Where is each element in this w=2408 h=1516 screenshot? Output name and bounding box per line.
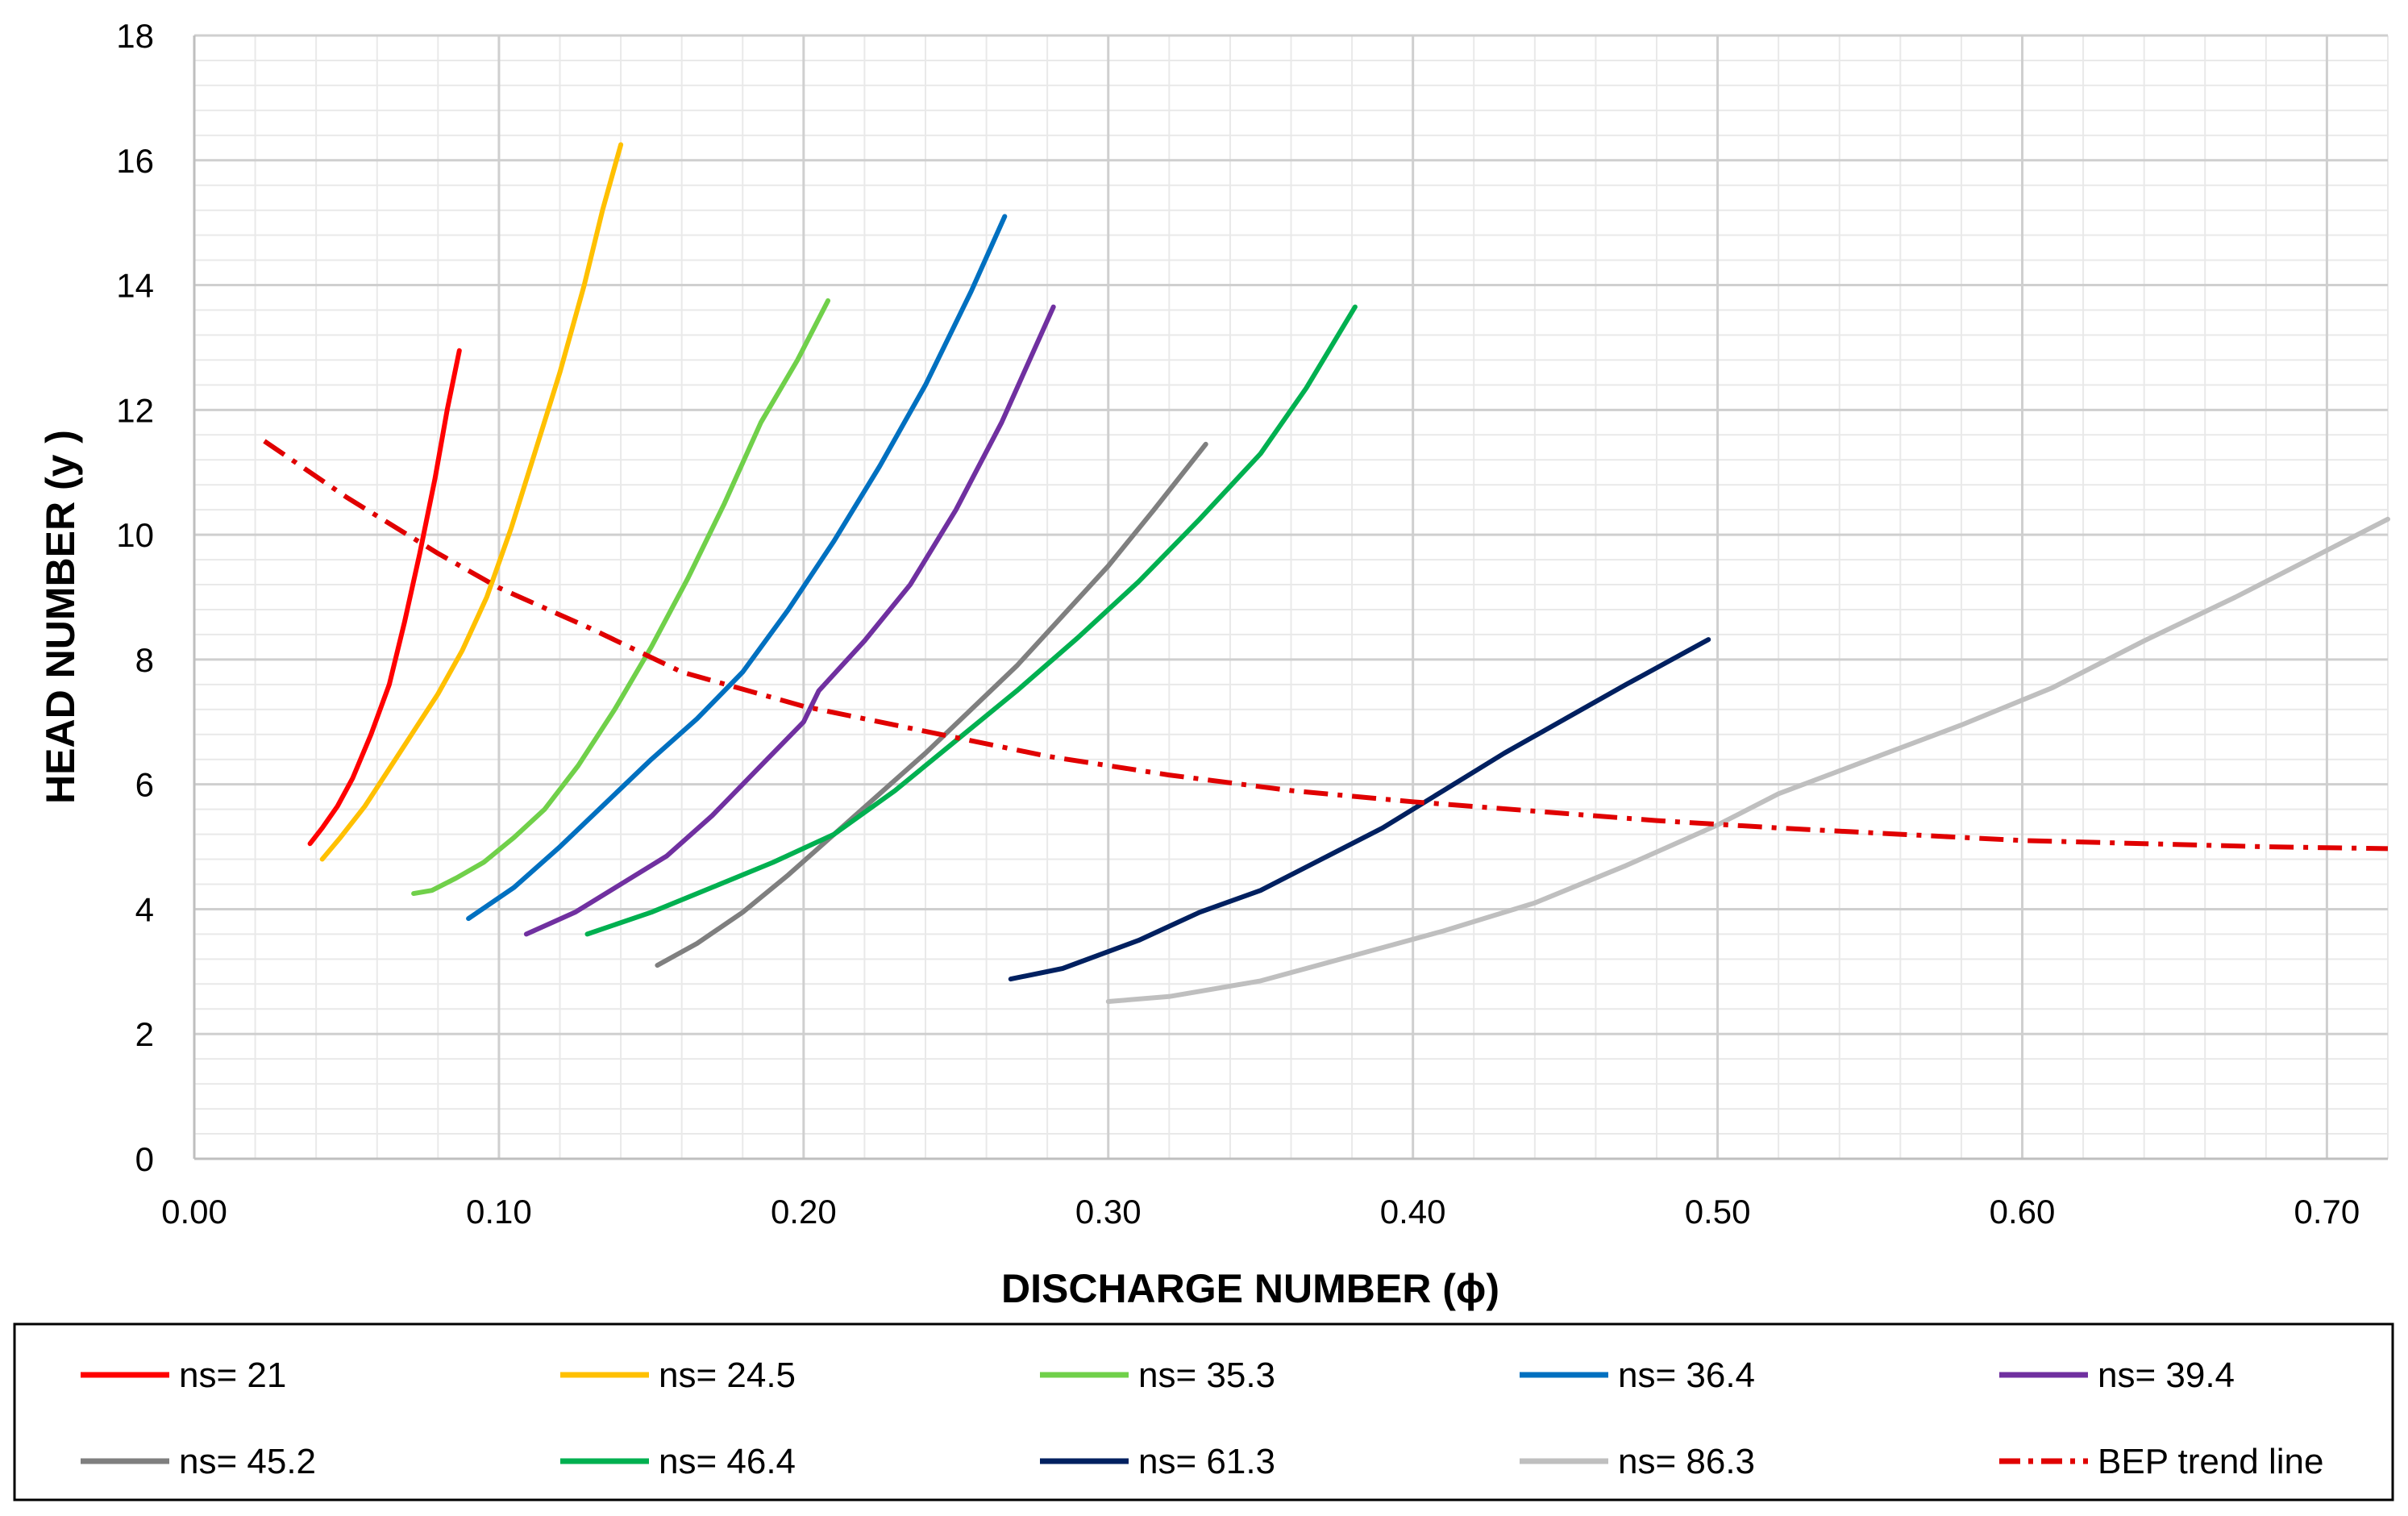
- y-axis-ticks: 0 2 4 6 8 10 12 14 16 18: [116, 17, 154, 1178]
- series-line-ns-61-3: [1008, 637, 1711, 982]
- series-line-ns-86-3: [1105, 516, 2390, 1004]
- legend-label-ns-24-5: ns= 24.5: [659, 1356, 796, 1395]
- x-tick-label: 0.00: [161, 1193, 227, 1231]
- y-tick-label: 8: [135, 641, 154, 679]
- series-layer: [263, 142, 2390, 1004]
- series-line-ns-24-5: [319, 142, 624, 862]
- series-line-bep-trend-line: [263, 439, 2389, 852]
- x-tick-label: 0.40: [1380, 1193, 1446, 1231]
- legend-label-ns-45-2: ns= 45.2: [179, 1442, 316, 1481]
- y-tick-label: 10: [116, 516, 154, 554]
- y-axis-title: HEAD NUMBER (y ): [38, 430, 83, 804]
- y-tick-label: 6: [135, 766, 154, 804]
- y-tick-label: 18: [116, 17, 154, 55]
- series-line-ns-46-4: [584, 304, 1358, 937]
- series-line-ns-45-2: [655, 441, 1208, 968]
- series-line-ns-21: [307, 348, 462, 847]
- series-line-ns-35-3: [411, 298, 831, 897]
- y-tick-label: 16: [116, 142, 154, 180]
- y-tick-label: 4: [135, 890, 154, 928]
- x-tick-label: 0.50: [1685, 1193, 1751, 1231]
- y-tick-label: 12: [116, 391, 154, 429]
- axes: [193, 35, 2388, 1160]
- y-tick-label: 0: [135, 1140, 154, 1178]
- x-tick-label: 0.20: [771, 1193, 837, 1231]
- series-line-ns-39-4: [523, 304, 1056, 937]
- x-tick-label: 0.70: [2294, 1193, 2360, 1231]
- legend-label-ns-35-3: ns= 35.3: [1138, 1356, 1275, 1395]
- x-tick-label: 0.30: [1075, 1193, 1142, 1231]
- legend-label-bep-trend-line: BEP trend line: [2098, 1442, 2323, 1481]
- legend-label-ns-21: ns= 21: [179, 1356, 286, 1395]
- legend-label-ns-36-4: ns= 36.4: [1618, 1356, 1755, 1395]
- legend-label-ns-46-4: ns= 46.4: [659, 1442, 796, 1481]
- legend-box: [13, 1322, 2394, 1501]
- x-axis-ticks: 0.00 0.10 0.20 0.30 0.40 0.50 0.60 0.70: [161, 1193, 2360, 1231]
- y-tick-label: 14: [116, 267, 154, 305]
- x-tick-label: 0.60: [1990, 1193, 2056, 1231]
- x-tick-label: 0.10: [466, 1193, 532, 1231]
- x-axis-title: DISCHARGE NUMBER (ϕ): [1001, 1266, 1499, 1311]
- series-line-ns-36-4: [466, 214, 1008, 922]
- legend-label-ns-61-3: ns= 61.3: [1138, 1442, 1275, 1481]
- legend-label-ns-39-4: ns= 39.4: [2098, 1356, 2235, 1395]
- legend-label-ns-86-3: ns= 86.3: [1618, 1442, 1755, 1481]
- y-tick-label: 2: [135, 1015, 154, 1053]
- legend: ns= 21 ns= 24.5 ns= 35.3 ns= 36.4 ns= 39.4 ns…: [13, 1322, 2394, 1501]
